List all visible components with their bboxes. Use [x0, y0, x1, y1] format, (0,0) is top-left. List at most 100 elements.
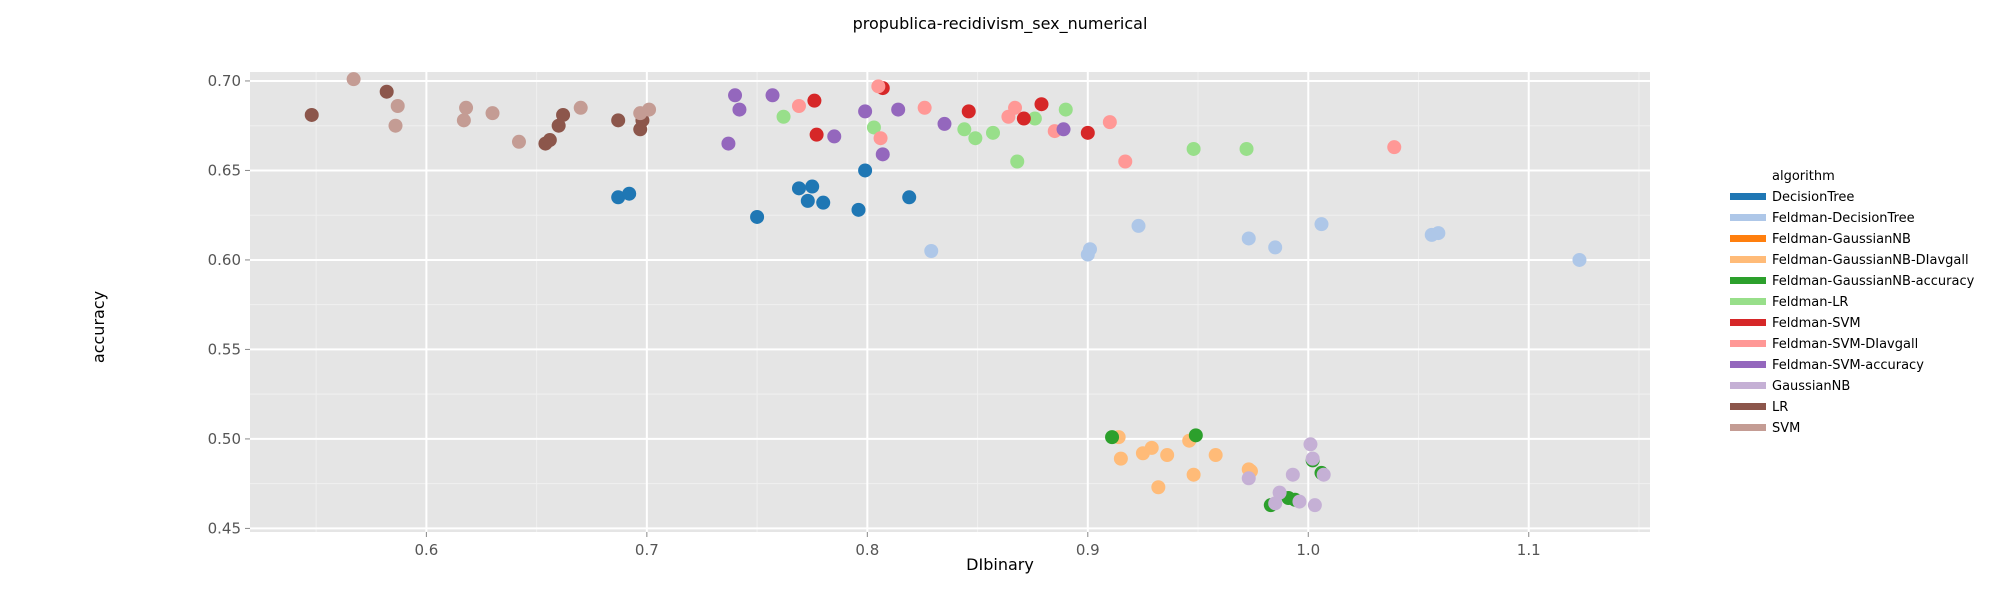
legend-label-feldman-svm-accuracy: Feldman-SVM-accuracy	[1772, 358, 1924, 373]
data-point-lr	[379, 84, 394, 99]
data-point-gaussiannb	[1303, 437, 1318, 452]
data-point-svm	[390, 99, 405, 114]
data-point-feldman-lr	[957, 122, 972, 137]
data-point-svm	[642, 102, 657, 117]
legend-label-feldman-decisiontree: Feldman-DecisionTree	[1772, 211, 1915, 226]
data-point-decisiontree	[800, 193, 815, 208]
data-point-feldman-lr	[1027, 111, 1042, 126]
data-point-gaussiannb	[1307, 498, 1322, 513]
y-tick-label: 0.65	[208, 161, 241, 179]
legend-label-svm: SVM	[1772, 421, 1800, 436]
data-point-decisiontree	[622, 186, 637, 201]
plot-background	[250, 72, 1650, 532]
legend-label-feldman-svm: Feldman-SVM	[1772, 316, 1861, 331]
legend-swatch-decisiontree	[1730, 193, 1766, 200]
x-tick-label: 1.0	[1296, 541, 1320, 559]
data-point-decisiontree	[816, 195, 831, 210]
data-point-decisiontree	[805, 179, 820, 194]
data-point-gaussiannb	[1305, 451, 1320, 466]
data-point-feldman-lr	[1239, 141, 1254, 156]
data-point-feldman-svm-diavgall	[1008, 100, 1023, 115]
legend: algorithm DecisionTree Feldman-DecisionTr…	[1730, 169, 1975, 436]
y-axis-label: accuracy	[89, 291, 108, 363]
data-point-feldman-gaussiannb-diavgall	[1113, 451, 1128, 466]
data-point-feldman-gaussiannb-diavgall	[1160, 448, 1175, 463]
x-tick-label: 0.6	[414, 541, 438, 559]
legend-label-feldman-gaussiannb-accuracy: Feldman-GaussianNB-accuracy	[1772, 274, 1975, 289]
data-point-feldman-decisiontree	[1131, 218, 1146, 233]
data-point-feldman-svm-accuracy	[875, 147, 890, 162]
data-point-svm	[456, 113, 471, 128]
legend-swatch-feldman-svm-diavgall	[1730, 340, 1766, 347]
data-point-feldman-svm	[1034, 97, 1049, 112]
data-point-gaussiannb	[1272, 485, 1287, 500]
data-point-feldman-svm-diavgall	[1387, 140, 1402, 155]
data-point-lr	[542, 133, 557, 148]
data-point-feldman-lr	[1010, 154, 1025, 169]
data-point-feldman-decisiontree	[1241, 231, 1256, 246]
x-tick-label: 0.8	[855, 541, 879, 559]
data-point-feldman-svm-accuracy	[721, 136, 736, 151]
data-point-lr	[556, 107, 571, 122]
data-point-feldman-decisiontree	[1314, 217, 1329, 232]
data-point-feldman-svm-accuracy	[891, 102, 906, 117]
data-point-svm	[346, 72, 361, 87]
legend-label-feldman-gaussiannb: Feldman-GaussianNB	[1772, 232, 1911, 247]
minor-gridlines	[250, 72, 1650, 532]
data-point-feldman-gaussiannb-diavgall	[1144, 440, 1159, 455]
data-point-gaussiannb	[1285, 467, 1300, 482]
x-tick-label: 1.1	[1517, 541, 1541, 559]
data-point-feldman-svm-accuracy	[765, 88, 780, 103]
data-point-feldman-decisiontree	[1572, 252, 1587, 267]
legend-swatch-feldman-svm	[1730, 319, 1766, 326]
data-point-decisiontree	[902, 190, 917, 205]
legend-title: algorithm	[1772, 169, 1835, 184]
data-point-decisiontree	[750, 209, 765, 224]
legend-swatch-feldman-gaussiannb-diavgall	[1730, 256, 1766, 263]
data-point-lr	[611, 113, 626, 128]
data-point-feldman-svm-accuracy	[1056, 122, 1071, 137]
data-point-feldman-lr	[968, 131, 983, 146]
data-point-feldman-svm-diavgall	[791, 99, 806, 114]
data-point-decisiontree	[858, 163, 873, 178]
x-axis-ticks: 0.6 0.7 0.8 0.9 1.0 1.1	[414, 532, 1541, 559]
legend-label-feldman-lr: Feldman-LR	[1772, 295, 1848, 310]
data-point-svm	[511, 134, 526, 149]
y-tick-label: 0.55	[208, 340, 241, 358]
y-tick-label: 0.50	[208, 430, 241, 448]
data-point-feldman-lr	[866, 120, 881, 135]
data-point-feldman-decisiontree	[1083, 242, 1097, 257]
data-point-feldman-lr	[776, 109, 791, 124]
data-point-feldman-svm-diavgall	[871, 79, 886, 94]
data-point-feldman-svm-diavgall	[1118, 154, 1133, 169]
legend-swatch-feldman-gaussiannb	[1730, 235, 1766, 242]
data-point-gaussiannb	[1292, 494, 1307, 509]
data-point-decisiontree	[611, 190, 626, 205]
data-points	[304, 72, 1587, 513]
major-gridlines	[250, 72, 1650, 532]
x-tick-label: 0.7	[635, 541, 659, 559]
y-tick-label: 0.60	[208, 251, 241, 269]
data-point-feldman-svm-accuracy	[937, 116, 952, 131]
legend-label-decisiontree: DecisionTree	[1772, 190, 1854, 205]
legend-swatch-feldman-gaussiannb-accuracy	[1730, 277, 1766, 284]
data-point-feldman-svm-accuracy	[728, 88, 743, 103]
legend-label-gaussiannb: GaussianNB	[1772, 379, 1850, 394]
data-point-decisiontree	[791, 181, 806, 196]
data-point-feldman-svm	[1016, 111, 1031, 126]
data-point-feldman-decisiontree	[924, 243, 939, 258]
data-point-lr	[304, 107, 319, 122]
data-point-feldman-lr	[1058, 102, 1073, 117]
legend-swatch-feldman-svm-accuracy	[1730, 361, 1766, 368]
x-axis-label: DIbinary	[966, 555, 1034, 574]
data-point-feldman-gaussiannb-accuracy	[1105, 430, 1120, 445]
data-point-feldman-svm-diavgall	[917, 100, 932, 115]
data-point-svm	[573, 100, 588, 115]
data-point-feldman-gaussiannb-accuracy	[1188, 428, 1203, 443]
data-point-feldman-svm-accuracy	[732, 102, 747, 117]
data-point-gaussiannb	[1268, 496, 1283, 511]
data-point-feldman-svm-accuracy	[858, 104, 873, 119]
data-point-feldman-svm	[961, 104, 976, 119]
legend-swatch-lr	[1730, 403, 1766, 410]
